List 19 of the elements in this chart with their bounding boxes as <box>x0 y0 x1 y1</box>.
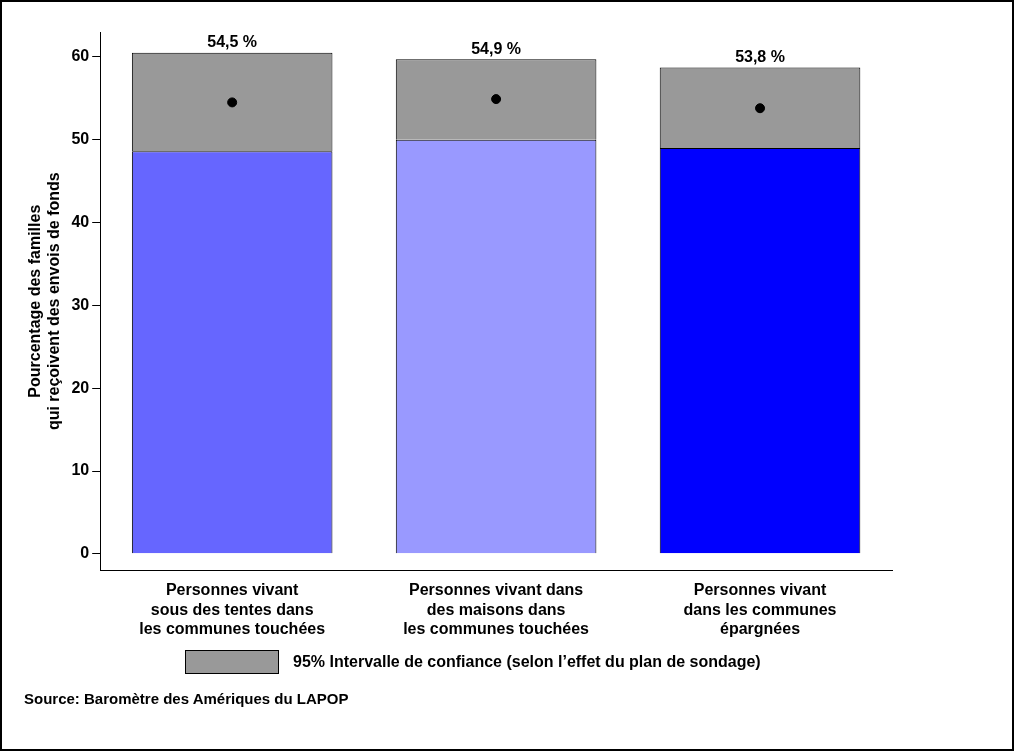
y-tick-label: 60 <box>71 47 90 65</box>
y-tick-label: 10 <box>71 461 90 479</box>
y-tick-label: 0 <box>80 544 90 562</box>
data-label: 53,8 % <box>735 48 785 66</box>
x-tick-label: Personnes vivant dans des maisons dans les communes touchées <box>403 581 590 637</box>
text: 95% Intervalle de confiance (selon l’effet du plan de sondage) <box>293 653 761 671</box>
source-note: Source: Baromètre des Amériques du LAPOP <box>24 690 349 707</box>
y-axis-title: Pourcentage des familles qui reçoivent des envois de fonds <box>26 172 63 431</box>
data-label: 54,5 % <box>207 33 258 51</box>
point <box>755 103 766 114</box>
data-label: 54,9 % <box>471 39 521 57</box>
x-tick-label: Personnes vivant dans les communes épargnées <box>683 581 837 637</box>
point <box>227 97 238 108</box>
y-tick-label: 20 <box>71 378 90 396</box>
x-tick-label: Personnes vivant sous des tentes dans les communes touchées <box>139 581 326 637</box>
y-tick-label: 50 <box>71 130 90 148</box>
point <box>491 94 502 105</box>
y-tick-label: 30 <box>71 295 90 313</box>
y-tick-label: 40 <box>71 212 90 230</box>
